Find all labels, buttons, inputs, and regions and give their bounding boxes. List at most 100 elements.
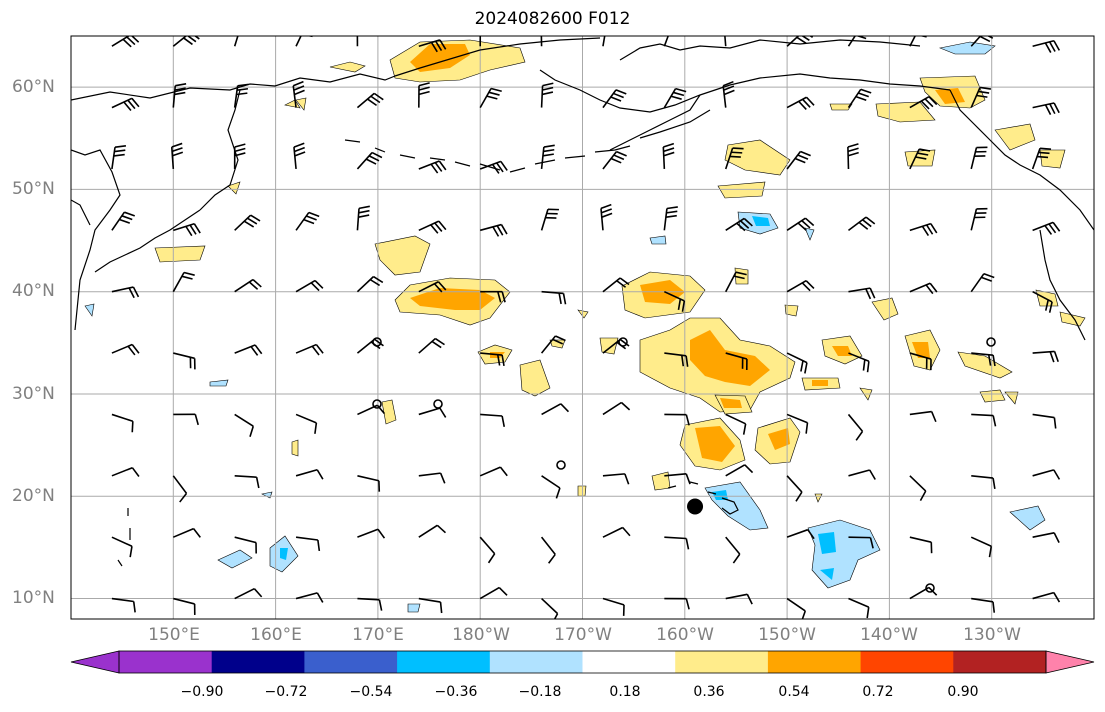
wind-barb <box>356 338 384 354</box>
colorbar-tick-label: 0.90 <box>947 684 979 700</box>
wind-barb <box>970 207 988 231</box>
wind-barb <box>540 36 543 47</box>
wind-barb <box>479 36 482 47</box>
colorbar-bin <box>582 651 676 673</box>
wind-barb <box>418 160 447 174</box>
wind-barb <box>292 80 305 108</box>
wind-barb <box>356 36 359 47</box>
wind-barb <box>848 352 870 373</box>
wind-barb <box>602 89 627 109</box>
wind-barb <box>847 88 872 109</box>
wind-barb <box>173 352 196 370</box>
wind-barb <box>664 597 690 610</box>
wind-barb <box>295 536 321 552</box>
wind-barb <box>602 150 627 170</box>
wind-barb <box>909 96 938 110</box>
map-frame <box>70 35 1095 620</box>
lon-label-150e: 150°E <box>148 625 200 645</box>
wind-barb <box>786 150 811 170</box>
wind-barb <box>1031 147 1052 170</box>
map-title: 2024082600 F012 <box>474 9 631 29</box>
wind-barb <box>724 36 727 47</box>
storm-center-marker <box>687 498 704 515</box>
wind-barb <box>111 211 135 231</box>
wind-barb <box>1032 532 1060 543</box>
wind-barb <box>970 536 993 558</box>
wind-barb <box>909 586 938 600</box>
colorbar-tick-label: 0.72 <box>862 684 894 700</box>
wind-barb <box>234 587 263 600</box>
wind-barb <box>356 151 383 170</box>
wind-barb <box>725 217 753 232</box>
wind-barb <box>172 527 201 538</box>
wind-barb <box>664 413 690 426</box>
lat-label-50: 50°N <box>12 179 55 199</box>
wind-barb <box>848 536 874 549</box>
wind-barb <box>111 343 140 356</box>
colorbar-tick-label: −0.18 <box>518 684 562 700</box>
lat-label-20: 20°N <box>12 486 55 506</box>
wind-barb <box>847 216 876 231</box>
wind-barb <box>848 469 876 480</box>
wind-barb <box>234 536 257 554</box>
wind-barb <box>909 475 927 502</box>
wind-barb <box>172 271 195 293</box>
wind-barb <box>786 528 815 540</box>
wind-barb <box>234 278 262 293</box>
wind-barb <box>970 86 992 108</box>
wind-barb <box>664 536 690 550</box>
wind-barb <box>234 214 261 231</box>
wind-barb <box>847 413 864 441</box>
colorbar-tick-label: −0.54 <box>349 684 393 700</box>
colorbar-bin <box>767 651 862 673</box>
wind-barb <box>234 475 260 489</box>
wind-barb <box>356 275 384 293</box>
lon-label-170e: 170°E <box>352 625 404 645</box>
wind-barb <box>418 82 430 108</box>
wind-barb <box>602 597 625 616</box>
wind-barb <box>664 290 686 312</box>
wind-barb <box>1032 290 1053 313</box>
wind-barb <box>909 536 933 554</box>
colorbar-tick-label: 0.54 <box>778 684 810 700</box>
wind-barb <box>357 528 386 539</box>
wind-barb <box>786 352 808 374</box>
wind-barb <box>722 80 735 108</box>
wind-barb <box>664 352 689 367</box>
wind-barb <box>541 475 561 499</box>
wind-barb <box>540 144 555 170</box>
wind-barb <box>602 401 631 416</box>
shading-layer <box>84 39 1086 613</box>
wind-barb <box>1032 591 1061 603</box>
colorbar-bin <box>675 651 769 673</box>
wind-barb <box>909 282 938 295</box>
wind-barb <box>233 36 239 47</box>
wind-barb <box>909 352 932 371</box>
wind-barb <box>971 475 996 490</box>
wind-barb <box>295 592 324 603</box>
wind-barb <box>111 536 133 558</box>
colorbar-tick-label: −0.90 <box>180 684 224 700</box>
wind-barb <box>356 205 370 231</box>
wind-barb <box>970 272 995 293</box>
colorbar-tick-label: −0.72 <box>264 684 308 700</box>
wind-barb <box>971 413 997 427</box>
wind-barb <box>971 597 996 613</box>
wind-barb <box>480 290 506 303</box>
colorbar-bin <box>397 651 491 673</box>
wind-barbs <box>111 36 1061 619</box>
wind-barb <box>295 343 324 356</box>
wind-barb <box>170 142 184 170</box>
wind-barb <box>786 279 815 293</box>
lat-label-40: 40°N <box>12 281 55 301</box>
wind-barb <box>848 287 876 300</box>
wind-barb <box>479 466 508 477</box>
wind-barb <box>1032 221 1061 235</box>
wind-barb <box>357 597 383 611</box>
wind-barb <box>663 206 678 231</box>
wind-barb <box>234 344 263 356</box>
wind-barb <box>909 148 931 170</box>
colorbar-frame <box>118 650 1047 674</box>
wind-barb <box>971 352 996 367</box>
